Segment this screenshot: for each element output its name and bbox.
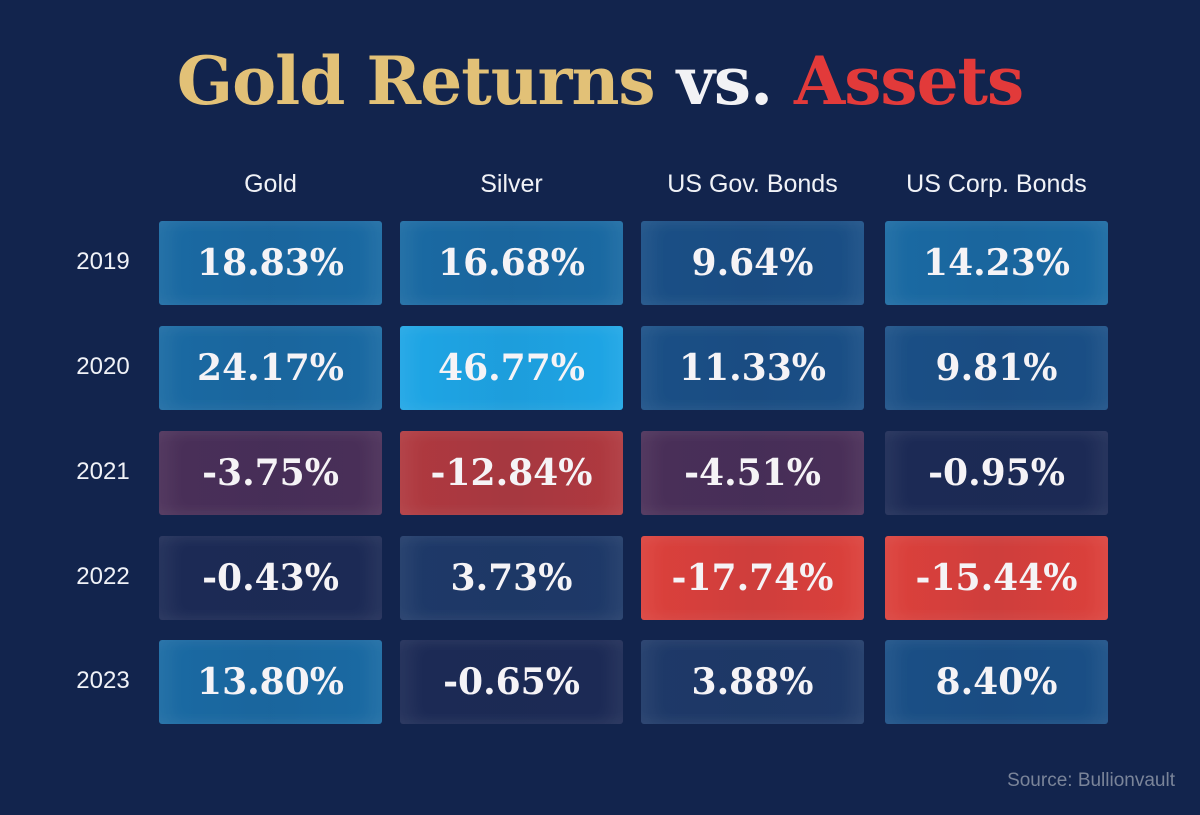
return-cell: -15.44%	[885, 536, 1108, 620]
return-cell: 46.77%	[400, 326, 623, 410]
return-cell: 14.23%	[885, 221, 1108, 305]
column-header: US Corp. Bonds	[906, 170, 1087, 198]
return-cell: -0.95%	[885, 431, 1108, 515]
page-title: Gold Returns vs. Assets	[0, 42, 1200, 120]
return-cell: 16.68%	[400, 221, 623, 305]
return-cell: -0.65%	[400, 640, 623, 724]
return-cell: -3.75%	[159, 431, 382, 515]
row-year-label: 2023	[76, 667, 130, 694]
title-gold-returns: Gold Returns	[176, 42, 656, 120]
return-cell: 3.73%	[400, 536, 623, 620]
return-cell: -17.74%	[641, 536, 864, 620]
row-year-label: 2020	[76, 353, 130, 380]
row-year-label: 2021	[76, 458, 130, 485]
return-cell: 13.80%	[159, 640, 382, 724]
column-header: US Gov. Bonds	[667, 170, 838, 198]
title-vs: vs.	[676, 42, 773, 120]
row-year-label: 2019	[76, 248, 130, 275]
return-cell: 9.81%	[885, 326, 1108, 410]
return-cell: 3.88%	[641, 640, 864, 724]
return-cell: 8.40%	[885, 640, 1108, 724]
source-note: Source: Bullionvault	[1007, 770, 1175, 791]
row-year-label: 2022	[76, 563, 130, 590]
return-cell: -0.43%	[159, 536, 382, 620]
return-cell: -4.51%	[641, 431, 864, 515]
column-header: Gold	[244, 170, 297, 198]
return-cell: 9.64%	[641, 221, 864, 305]
return-cell: 24.17%	[159, 326, 382, 410]
return-cell: -12.84%	[400, 431, 623, 515]
column-header: Silver	[480, 170, 543, 198]
return-cell: 18.83%	[159, 221, 382, 305]
return-cell: 11.33%	[641, 326, 864, 410]
title-assets: Assets	[794, 42, 1024, 120]
